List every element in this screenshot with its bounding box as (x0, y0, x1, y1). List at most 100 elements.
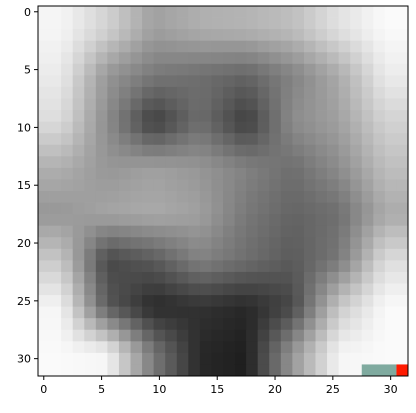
pixel-cell (280, 75, 293, 88)
pixel-cell (303, 75, 316, 88)
pixel-cell (84, 237, 97, 250)
pixel-cell (72, 52, 85, 65)
pixel-cell (153, 179, 166, 192)
y-axis-ticks: 0 5 10 15 20 25 30 (17, 6, 38, 366)
pixel-cell (257, 237, 270, 250)
pixel-cell (199, 306, 212, 319)
pixel-cell (95, 271, 108, 284)
pixel-cell (176, 144, 189, 157)
pixel-cell (257, 133, 270, 146)
pixel-cell (361, 110, 374, 123)
pixel-cell (107, 225, 120, 238)
pixel-cell (95, 364, 108, 377)
pixel-cell (211, 167, 224, 180)
pixel-cell (292, 260, 305, 273)
pixel-cell (246, 341, 259, 354)
pixel-cell (269, 75, 282, 88)
pixel-cell (130, 352, 143, 365)
pixel-cell (315, 271, 328, 284)
pixel-cell (234, 167, 247, 180)
pixel-cell (211, 17, 224, 30)
pixel-cell (338, 306, 351, 319)
pixel-cell (234, 98, 247, 111)
pixel-cell (118, 52, 131, 65)
pixel-cell (315, 364, 328, 377)
pixel-cell (303, 98, 316, 111)
pixel-cell (303, 52, 316, 65)
pixel-cell (153, 63, 166, 76)
pixel-cell (153, 29, 166, 42)
pixel-cell (303, 364, 316, 377)
pixel-cell (269, 364, 282, 377)
pixel-cell (130, 271, 143, 284)
pixel-cell (38, 167, 50, 180)
pixel-cell (223, 295, 235, 308)
pixel-cell (361, 295, 374, 308)
pixel-cell (361, 98, 374, 111)
pixel-cell (223, 63, 235, 76)
pixel-cell (199, 271, 212, 284)
pixel-cell (61, 86, 74, 99)
pixel-cell (315, 214, 328, 227)
pixel-cell (234, 110, 247, 123)
pixel-cell (396, 167, 409, 180)
pixel-cell (373, 86, 386, 99)
pixel-cell (303, 17, 316, 30)
pixel-cell (199, 295, 212, 308)
pixel-cell (107, 191, 120, 203)
pixel-cell (384, 225, 397, 238)
pixel-cell (384, 295, 397, 308)
pixel-cell (153, 329, 166, 342)
pixel-cell (292, 52, 305, 65)
pixel-cell (84, 364, 97, 377)
pixel-cell (95, 121, 108, 134)
pixel-cell (327, 202, 340, 215)
pixel-cell (118, 260, 131, 273)
pixel-cell (176, 179, 189, 192)
pixel-cell (118, 202, 131, 215)
pixel-cell (338, 52, 351, 65)
pixel-cell (303, 29, 316, 42)
pixel-cell (199, 179, 212, 192)
pixel-cell (292, 306, 305, 319)
pixel-cell (223, 237, 235, 250)
pixel-cell (84, 133, 97, 146)
axes-frame (37, 5, 409, 377)
pixel-cell (107, 341, 120, 354)
pixel-cell (327, 329, 340, 342)
pixel-cell (38, 248, 50, 261)
pixel-cell (315, 98, 328, 111)
pixel-cell (373, 248, 386, 261)
pixel-cell (280, 156, 293, 169)
pixel-cell (211, 63, 224, 76)
pixel-cell (165, 318, 178, 331)
pixel-cell (188, 237, 201, 250)
pixel-cell (61, 133, 74, 146)
pixel-cell (107, 63, 120, 76)
pixel-cell (118, 167, 131, 180)
pixel-cell (315, 167, 328, 180)
pixel-cell (315, 133, 328, 146)
pixel-cell (61, 179, 74, 192)
pixel-cell (211, 214, 224, 227)
pixel-cell (280, 63, 293, 76)
pixel-cell (49, 40, 62, 53)
pixel-cell (246, 318, 259, 331)
pixel-cell (338, 86, 351, 99)
pixel-cell (280, 318, 293, 331)
pixel-cell (269, 179, 282, 192)
pixel-cell (84, 29, 97, 42)
pixel-cell (107, 110, 120, 123)
pixel-cell (176, 17, 189, 30)
pixel-cell (107, 283, 120, 296)
pixel-cell (384, 352, 397, 365)
pixel-cell (142, 237, 155, 250)
pixel-cell (234, 318, 247, 331)
pixel-cell (350, 86, 363, 99)
pixel-cell (257, 214, 270, 227)
pixel-cell (223, 40, 235, 53)
pixel-cell (280, 29, 293, 42)
pixel-cell (211, 202, 224, 215)
pixel-cell (84, 98, 97, 111)
pixel-cell (269, 6, 282, 18)
